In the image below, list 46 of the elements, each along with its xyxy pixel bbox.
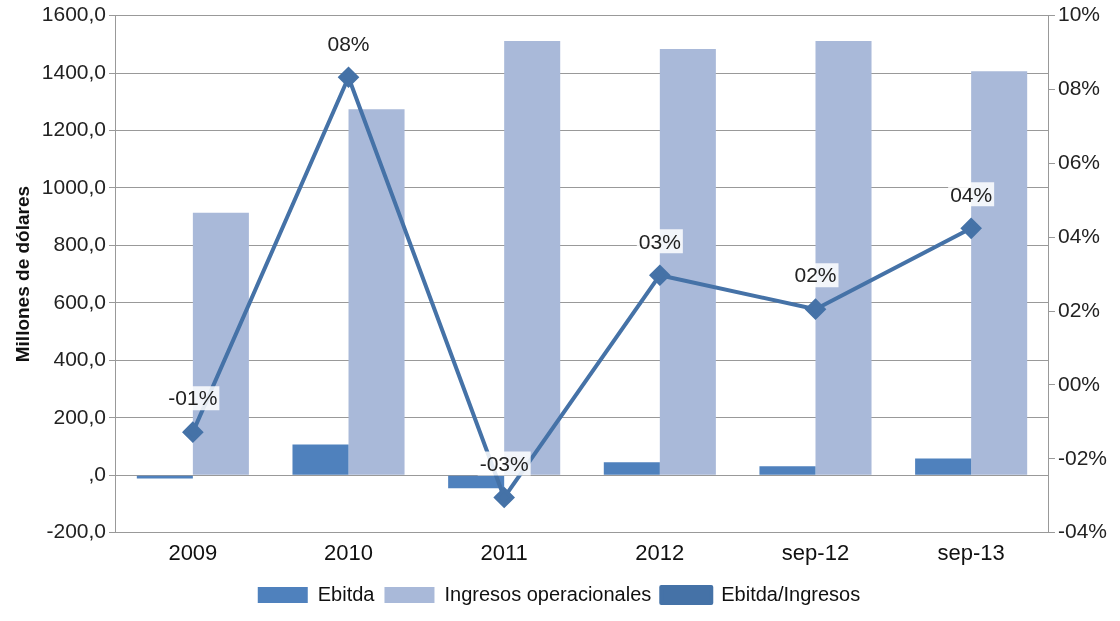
bar: [136, 475, 193, 479]
y2-tick-label: -02%: [1057, 445, 1108, 469]
y2-tick-label: 10%: [1057, 2, 1101, 26]
bar: [348, 109, 405, 475]
y-tick-label: 1000,0: [41, 174, 107, 198]
y-tick-label: 200,0: [53, 404, 107, 428]
y2-tick-label: -04%: [1057, 519, 1108, 543]
y2-tick-label: 02%: [1057, 297, 1101, 321]
y2-tick-label: 04%: [1057, 223, 1101, 247]
data-label: 04%: [950, 182, 993, 206]
y-tick-label: 1400,0: [41, 59, 107, 83]
point: [805, 299, 826, 320]
x-tick-label: 2010: [324, 539, 373, 565]
x-tick-label: sep-13: [937, 539, 1005, 565]
x-tick-label: 2011: [480, 539, 528, 565]
point: [649, 265, 670, 286]
y-tick-label: ,0: [88, 461, 107, 485]
bar: [759, 466, 816, 475]
bar: [603, 462, 660, 475]
y2-tick-label: 08%: [1057, 76, 1101, 100]
point: [961, 218, 982, 239]
y2-tick-label: 00%: [1057, 371, 1101, 395]
x-tick-label: 2012: [635, 539, 685, 565]
y-tick-label: 1200,0: [41, 117, 107, 141]
point: [494, 487, 515, 508]
data-label: -01%: [168, 386, 218, 410]
x-tick-label: sep-12: [781, 539, 850, 565]
y-axis-title: Millones de dólares: [11, 185, 33, 363]
x-tick-label: 2009: [168, 539, 218, 565]
y-tick-label: -200,0: [46, 519, 107, 543]
point: [182, 422, 203, 443]
legend-label: Ebitda/Ingresos: [721, 582, 861, 605]
legend-label: Ebitda: [317, 582, 376, 605]
bar: [292, 444, 349, 475]
legend-label: Ingresos operacionales: [444, 582, 652, 605]
data-label: 08%: [327, 31, 370, 55]
y-tick-label: 800,0: [53, 232, 107, 256]
point: [338, 67, 359, 88]
y-tick-label: 600,0: [53, 289, 107, 313]
bar: [915, 458, 972, 475]
y-tick-label: 1600,0: [41, 2, 107, 26]
y2-tick-label: 06%: [1057, 150, 1101, 174]
data-label: -03%: [479, 451, 529, 475]
y-tick-label: 400,0: [53, 347, 107, 371]
data-label: 02%: [794, 263, 837, 287]
data-label: 03%: [638, 229, 681, 253]
